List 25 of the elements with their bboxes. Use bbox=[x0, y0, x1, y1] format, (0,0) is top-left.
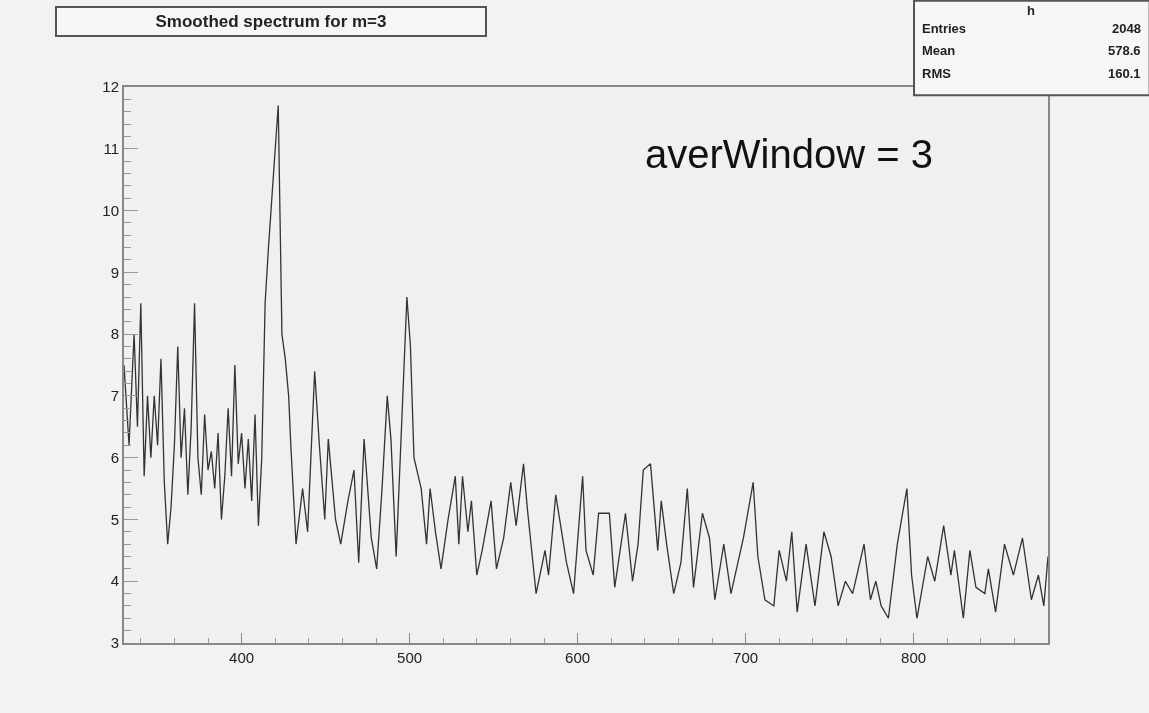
y-tick-label: 8 bbox=[110, 325, 119, 343]
text: 160.1 bbox=[1108, 66, 1141, 81]
text: Mean bbox=[922, 43, 956, 58]
x-tick-label: 700 bbox=[733, 649, 759, 666]
annotation: averWindow = 3 bbox=[645, 132, 933, 176]
chart-title: Smoothed spectrum for m=3 bbox=[155, 12, 387, 31]
text: 2048 bbox=[1112, 21, 1141, 36]
x-tick-label: 400 bbox=[229, 649, 255, 666]
y-tick-label: 11 bbox=[103, 140, 119, 158]
x-tick-label: 800 bbox=[901, 649, 927, 666]
line-series bbox=[124, 104, 1048, 619]
y-tick-label: 10 bbox=[102, 201, 119, 219]
y-tick-label: 9 bbox=[110, 263, 119, 281]
y-tick-label: 7 bbox=[110, 387, 119, 405]
y-tick-label: 5 bbox=[110, 510, 119, 528]
y-tick-label: 12 bbox=[102, 78, 119, 96]
text: RMS bbox=[922, 66, 952, 81]
text: 578.6 bbox=[1108, 43, 1141, 58]
y-tick-label: 6 bbox=[110, 448, 119, 466]
x-tick-label: 500 bbox=[397, 649, 423, 666]
x-tick-label: 600 bbox=[565, 649, 591, 666]
text: h bbox=[1027, 3, 1035, 18]
y-tick-label: 3 bbox=[110, 634, 119, 652]
text: Entries bbox=[922, 21, 967, 36]
y-tick-label: 4 bbox=[110, 572, 119, 590]
